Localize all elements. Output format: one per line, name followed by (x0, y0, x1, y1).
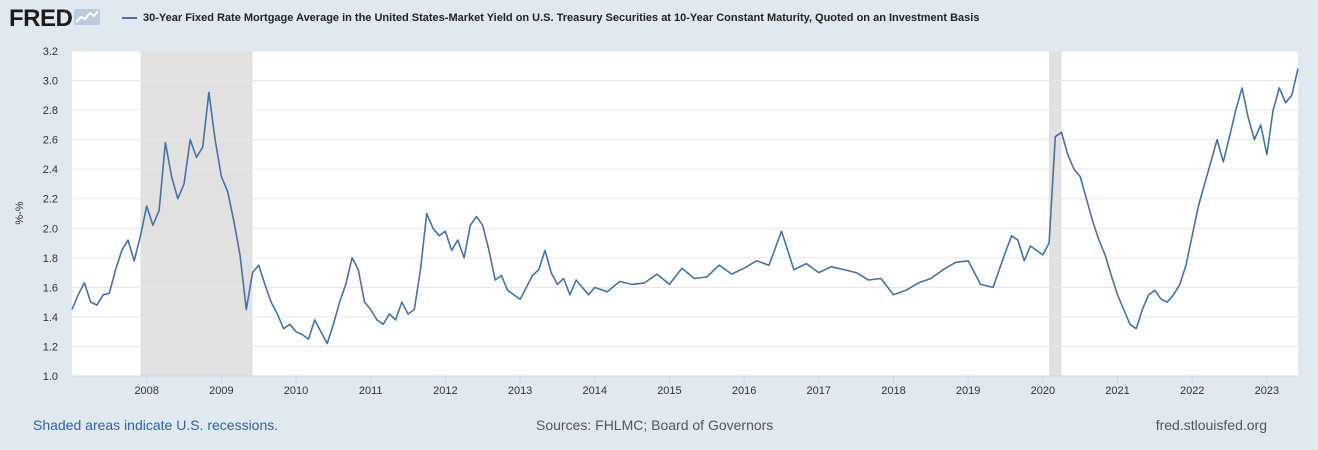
line-chart[interactable]: 1.0 1.2 1.4 1.6 1.8 2.0 2.2 2.4 2.6 2.8 3.0 3.2 200… (0, 0, 1318, 410)
y-tick-label: 2.6 (43, 135, 58, 147)
y-tick-label: 2.8 (43, 105, 58, 117)
plot-area (72, 51, 1298, 376)
site-link[interactable]: fred.stlouisfed.org (1155, 417, 1267, 433)
x-tick-label: 2021 (1105, 385, 1129, 397)
x-axis: 2008 2009 2010 2011 2012 2013 2014 2015 2016 2017… (72, 375, 1298, 397)
recession-note[interactable]: Shaded areas indicate U.S. recessions. (33, 417, 279, 433)
x-tick-label: 2018 (881, 385, 905, 397)
fred-logo[interactable]: FRED (9, 5, 101, 33)
y-tick-label: 2.0 (43, 223, 58, 235)
legend-swatch (122, 17, 137, 19)
y-tick-label: 3.2 (43, 46, 58, 58)
x-tick-label: 2010 (284, 385, 308, 397)
x-tick-label: 2008 (134, 385, 158, 397)
x-tick-label: 2023 (1255, 385, 1279, 397)
fred-logo-text: FRED (9, 5, 73, 32)
x-tick-label: 2015 (657, 385, 681, 397)
recession-band (1049, 51, 1062, 376)
x-tick-label: 2022 (1180, 385, 1204, 397)
x-tick-label: 2017 (807, 385, 831, 397)
y-tick-label: 1.2 (43, 341, 58, 353)
y-tick-label: 2.4 (43, 164, 58, 176)
y-tick-label: 2.2 (43, 194, 58, 206)
chart-legend: 30-Year Fixed Rate Mortgage Average in t… (122, 12, 979, 24)
x-tick-label: 2013 (508, 385, 532, 397)
x-tick-label: 2009 (209, 385, 233, 397)
y-tick-label: 1.8 (43, 253, 58, 265)
x-tick-label: 2016 (732, 385, 756, 397)
y-tick-label: 1.4 (43, 312, 58, 324)
y-tick-label: 1.0 (43, 371, 58, 383)
x-tick-label: 2019 (956, 385, 980, 397)
x-tick-label: 2020 (1031, 385, 1055, 397)
series-line (71, 68, 1299, 345)
legend-label: 30-Year Fixed Rate Mortgage Average in t… (143, 12, 980, 24)
x-tick-label: 2012 (433, 385, 457, 397)
recession-shading (140, 51, 1062, 376)
y-tick-label: 1.6 (43, 282, 58, 294)
y-axis-label: %-% (14, 201, 26, 224)
y-axis: 1.0 1.2 1.4 1.6 1.8 2.0 2.2 2.4 2.6 2.8 3.0 3.2 (43, 46, 58, 383)
x-tick-label: 2011 (359, 385, 383, 397)
y-tick-label: 3.0 (43, 76, 58, 88)
x-tick-label: 2014 (583, 385, 607, 397)
line-chart-icon (74, 7, 101, 32)
sources-text: Sources: FHLMC; Board of Governors (536, 417, 774, 433)
recession-band (140, 51, 253, 376)
